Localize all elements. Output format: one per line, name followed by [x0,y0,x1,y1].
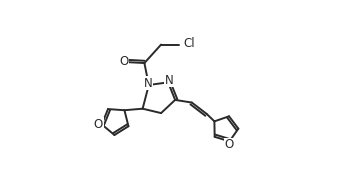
Text: O: O [93,118,103,131]
Text: O: O [119,55,128,68]
Text: Cl: Cl [183,37,195,50]
Text: N: N [165,74,174,87]
Text: N: N [144,77,152,90]
Text: O: O [225,138,234,151]
